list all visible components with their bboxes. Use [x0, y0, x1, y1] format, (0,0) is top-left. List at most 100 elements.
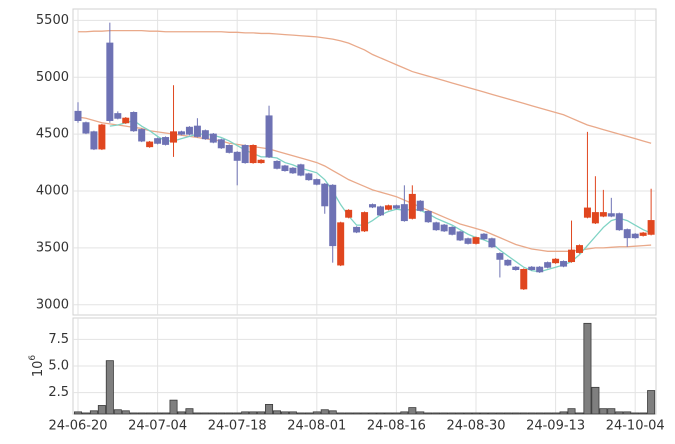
volume-bar: [105, 360, 114, 415]
candle-body: [384, 205, 392, 210]
y-tick-label: 3000: [36, 297, 69, 312]
volume-bar: [233, 412, 242, 415]
volume-bar: [440, 412, 449, 415]
volume-bar: [296, 412, 305, 415]
candle-body: [599, 212, 607, 217]
volume-bar: [201, 412, 210, 415]
volume-bar: [129, 412, 138, 415]
volume-bar: [432, 412, 441, 415]
x-tick-label: 24-06-20: [48, 419, 107, 434]
x-tick-label: 24-07-04: [128, 419, 187, 434]
candle-body: [504, 259, 512, 266]
volume-bar: [97, 405, 106, 415]
volume-bar: [121, 410, 130, 415]
candle-body: [138, 129, 146, 142]
volume-bar: [535, 412, 544, 415]
volume-bar: [81, 412, 90, 415]
volume-bar: [567, 408, 576, 415]
volume-bar: [511, 412, 520, 415]
volume-bar: [352, 412, 361, 415]
candle-body: [408, 193, 416, 219]
candle-body: [376, 206, 384, 216]
volume-bar: [623, 411, 632, 415]
x-tick-label: 24-07-18: [208, 419, 267, 434]
volume-bar: [376, 412, 385, 415]
volume-bar: [153, 412, 162, 415]
candle-body: [281, 165, 289, 172]
volume-bar: [89, 410, 98, 415]
volume-bar: [336, 412, 345, 415]
volume-bar: [543, 412, 552, 415]
candle-body: [193, 125, 201, 137]
candle-body: [416, 200, 424, 211]
candle-body: [560, 261, 568, 267]
volume-bar: [344, 412, 353, 415]
volume-bar: [241, 411, 250, 415]
candle-body: [440, 224, 448, 232]
candle-body: [568, 249, 576, 263]
volume-bar: [209, 412, 218, 415]
y-tick-label: 5500: [36, 13, 69, 28]
volume-bar: [217, 412, 226, 415]
candle-body: [631, 233, 639, 239]
volume-bar: [113, 409, 122, 415]
volume-bar: [249, 411, 258, 415]
candle-body: [345, 209, 353, 218]
candle-body: [177, 131, 185, 135]
candle-body: [90, 131, 98, 150]
candle-body: [337, 222, 345, 266]
x-tick-label: 24-08-30: [446, 419, 505, 434]
volume-bar: [631, 412, 640, 415]
volume-bar: [583, 322, 592, 415]
candle-body: [289, 167, 297, 174]
candle-body: [496, 253, 504, 260]
candle-body: [185, 126, 193, 135]
volume-bar: [503, 412, 512, 415]
volume-bar: [288, 411, 297, 415]
candle-body: [265, 115, 273, 158]
volume-bar: [559, 411, 568, 415]
candle-body: [552, 258, 560, 264]
candle-body: [82, 122, 90, 134]
volume-bar: [312, 411, 321, 415]
candle-body: [472, 237, 480, 244]
candle-body: [217, 139, 225, 149]
volume-bar: [647, 390, 656, 415]
candle-body: [321, 183, 329, 207]
volume-bar: [185, 408, 194, 415]
volume-bar: [416, 411, 425, 415]
candle-body: [607, 213, 615, 217]
candle-body: [528, 266, 536, 270]
volume-bar: [519, 412, 528, 415]
volume-bar: [456, 412, 465, 415]
volume-bar: [400, 411, 409, 415]
volume-bar: [161, 412, 170, 415]
candle-body: [432, 222, 440, 231]
volume-bar: [328, 410, 337, 415]
y-tick-label: 2.5: [48, 385, 69, 400]
volume-bar: [575, 412, 584, 415]
y-tick-label: 7.5: [48, 332, 69, 347]
candle-body: [241, 145, 249, 164]
candle-body: [583, 207, 591, 218]
candle-body: [591, 212, 599, 224]
volume-bar: [145, 412, 154, 415]
volume-bar: [527, 412, 536, 415]
volume-bar: [479, 412, 488, 415]
volume-bar: [599, 408, 608, 415]
volume-bar: [464, 412, 473, 415]
candle-body: [536, 266, 544, 273]
volume-bar: [265, 403, 274, 415]
y-tick-label: 5000: [36, 70, 69, 85]
volume-bar: [74, 411, 83, 415]
candle-body: [575, 245, 583, 253]
volume-bar: [424, 412, 433, 415]
y-tick-label: 4000: [36, 184, 69, 199]
x-tick-label: 24-08-16: [367, 419, 426, 434]
volume-bar: [639, 412, 648, 415]
candle-body: [464, 238, 472, 244]
axis-label-base: 10: [31, 361, 46, 378]
candle-body: [313, 179, 321, 185]
volume-bar: [615, 411, 624, 415]
